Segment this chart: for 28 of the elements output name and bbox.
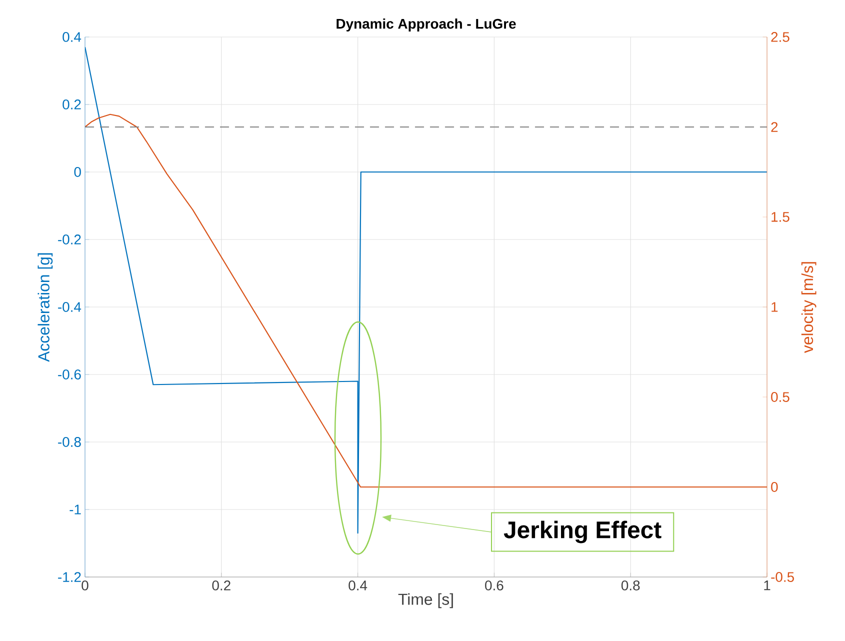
x-tick-label: 1 (764, 580, 770, 590)
chart-title: Dynamic Approach - LuGre (336, 18, 516, 32)
y2-tick-label: 0.5 (771, 392, 790, 402)
y2-tick-label: 1 (772, 302, 778, 312)
y-tick-label: -1.2 (58, 572, 81, 582)
x-tick-label: 0 (82, 580, 88, 590)
y2-tick-label: -0.5 (771, 572, 794, 582)
y-tick-label: -0.2 (58, 234, 81, 244)
y2-tick-label: 2.5 (771, 32, 790, 42)
y2-tick-label: 0 (771, 482, 778, 492)
x-tick-label: 0.2 (212, 580, 230, 590)
x-tick-label: 0.6 (485, 580, 504, 590)
y2-tick-label: 1.5 (772, 212, 790, 222)
y-tick-label: -0.8 (58, 437, 81, 447)
x-tick-label: 0.8 (621, 580, 640, 590)
y-tick-label: -0.4 (58, 302, 82, 312)
annotation: Jerking Effect (504, 520, 662, 544)
x-axis-title: Time [s] (398, 593, 453, 608)
y-tick-label: 0.2 (62, 100, 81, 110)
y-tick-label: 0 (74, 167, 81, 177)
y-tick-label: -0.6 (58, 370, 81, 380)
y2-axis-title: velocity [m/s] (801, 262, 816, 354)
y-tick-label: 0.4 (62, 32, 82, 42)
x-tick-label: 0.4 (348, 580, 368, 590)
y-tick-label: -1 (70, 504, 81, 514)
y2-tick-label: 2 (771, 122, 778, 132)
y-axis-title: Acceleration [g] (38, 253, 53, 362)
line-series (85, 114, 768, 488)
